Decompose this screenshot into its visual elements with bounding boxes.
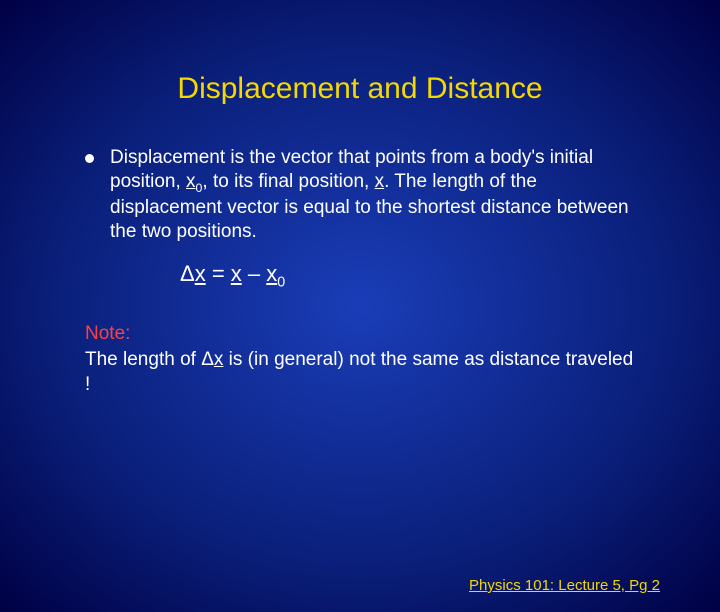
note-dx: x <box>214 349 224 370</box>
formula-eq: = <box>206 261 231 286</box>
bullet-icon <box>85 154 94 163</box>
note-section: Note: The length of Δx is (in general) n… <box>85 321 635 398</box>
vector-x: x <box>375 171 385 192</box>
bullet-text: Displacement is the vector that points f… <box>110 146 635 243</box>
note-delta: Δ <box>201 349 214 370</box>
formula-x: x <box>231 261 242 286</box>
formula-delta: Δ <box>180 261 195 286</box>
bullet-mid1: , to its final position, <box>202 171 374 192</box>
vector-x0: x <box>186 171 196 192</box>
formula-dx: x <box>195 261 206 286</box>
formula-x0-sub: 0 <box>277 275 285 291</box>
formula-x0: x <box>266 261 277 286</box>
formula: Δx = x – x0 <box>180 261 720 290</box>
slide-footer: Physics 101: Lecture 5, Pg 2 <box>469 577 660 594</box>
note-label: Note: <box>85 321 635 347</box>
note-body: The length of Δx is (in general) not the… <box>85 347 635 398</box>
main-bullet: Displacement is the vector that points f… <box>85 146 635 243</box>
slide-title: Displacement and Distance <box>0 72 720 106</box>
note-pre: The length of <box>85 349 201 370</box>
formula-minus: – <box>242 261 266 286</box>
